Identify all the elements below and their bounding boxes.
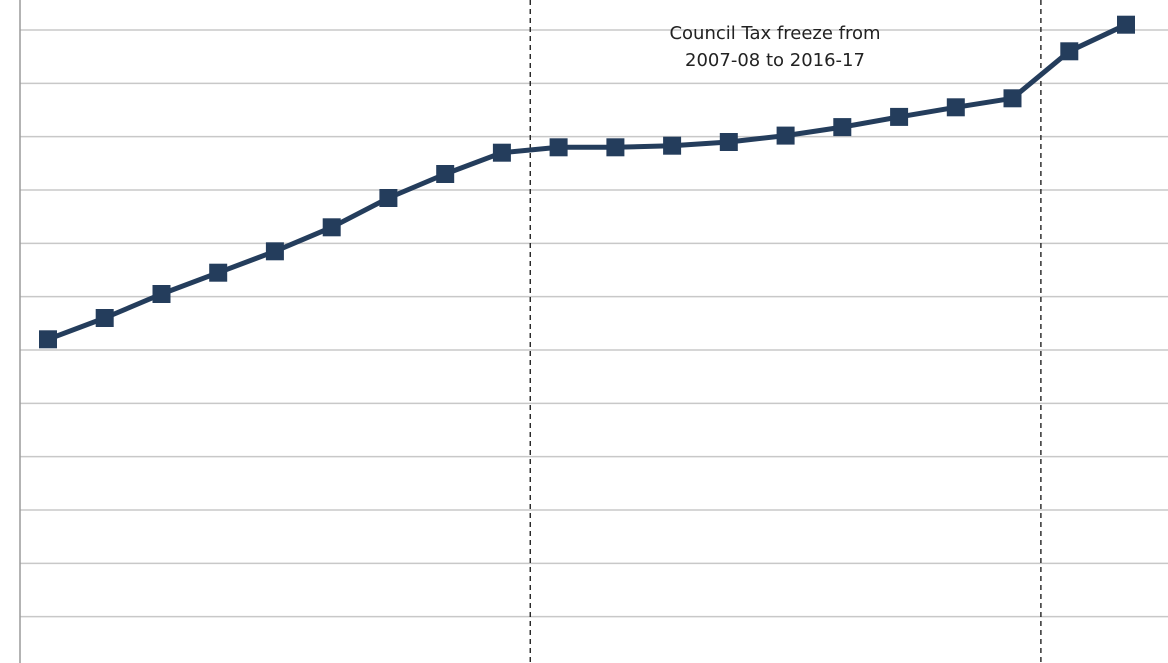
- data-point: [946, 98, 965, 117]
- data-point: [1117, 15, 1135, 34]
- data-point: [663, 136, 682, 155]
- freeze-annotation: Council Tax freeze from 2007-08 to 2016-…: [610, 20, 940, 74]
- series-line: [47, 22, 1128, 342]
- data-point: [436, 165, 455, 183]
- data-point: [776, 126, 795, 145]
- data-point: [39, 330, 57, 349]
- data-point: [152, 285, 171, 303]
- data-point: [322, 218, 341, 237]
- data-point: [95, 309, 114, 327]
- data-point: [890, 107, 909, 126]
- annotation-line-1: Council Tax freeze from: [669, 23, 881, 44]
- data-point: [1060, 42, 1079, 61]
- data-point: [265, 242, 284, 261]
- data-point: [1003, 89, 1022, 108]
- data-point: [606, 138, 625, 157]
- data-point: [379, 189, 398, 207]
- data-point: [719, 133, 738, 151]
- data-point: [492, 143, 511, 162]
- data-point: [549, 138, 568, 157]
- data-point: [833, 118, 852, 137]
- annotation-line-2: 2007-08 to 2016-17: [685, 50, 865, 71]
- data-point: [209, 263, 228, 282]
